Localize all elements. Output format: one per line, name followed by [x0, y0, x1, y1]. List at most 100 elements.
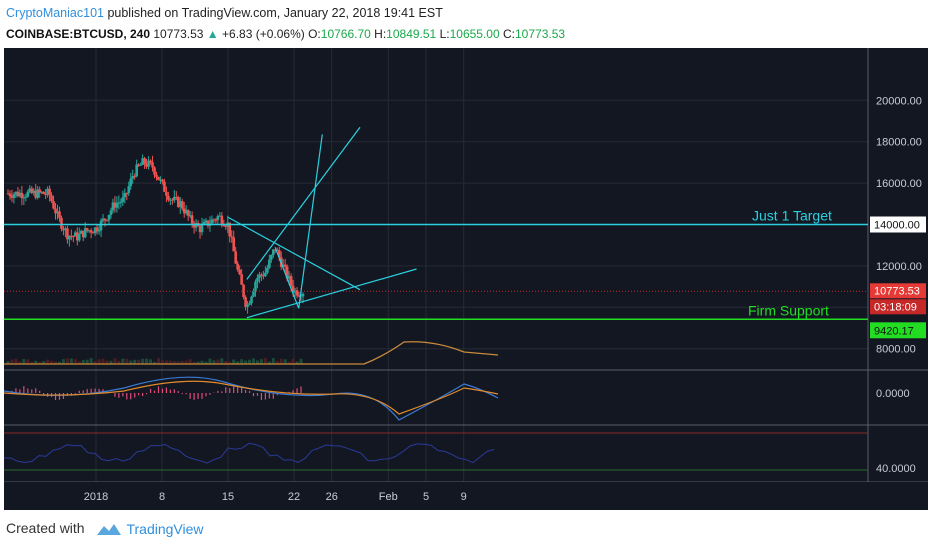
trend-lines[interactable]	[227, 126, 417, 319]
created-with-text: Created with	[6, 520, 85, 536]
trend-line	[246, 268, 417, 319]
candle-body	[153, 167, 156, 175]
close-value: 10773.53	[515, 27, 566, 41]
candle-body	[131, 176, 135, 179]
volume-bar	[38, 361, 42, 364]
tradingview-logo-icon[interactable]	[96, 521, 122, 537]
candle-body	[301, 293, 305, 297]
author-link[interactable]: CryptoManiac101	[6, 6, 104, 20]
last-price-label-bg	[870, 283, 926, 299]
candle-body	[133, 176, 137, 178]
close-label: C:	[503, 27, 515, 41]
candle-body	[220, 215, 224, 225]
candle-body	[119, 202, 123, 204]
candle-body	[20, 192, 24, 199]
candle-body	[70, 235, 73, 237]
candle-body	[62, 228, 65, 231]
volume-bar	[69, 358, 73, 364]
time-tick-label: 15	[222, 491, 234, 503]
volume-bar	[149, 359, 153, 364]
candle-body	[258, 274, 261, 278]
candle-body	[145, 164, 148, 167]
macd-tick-label: 0.0000	[876, 388, 910, 400]
candle-body	[287, 276, 291, 279]
time-tick-label: 9	[461, 491, 467, 503]
candle-body	[248, 303, 251, 305]
volume-histogram	[6, 358, 303, 364]
candle-body	[64, 228, 67, 231]
candle-body	[155, 174, 158, 177]
candle-body	[218, 215, 222, 217]
volume-bar	[89, 358, 93, 364]
candle-body	[79, 230, 83, 234]
volume-bar	[271, 358, 275, 364]
time-axis[interactable]: 2018 8 15 22 26 Feb 5 9	[4, 482, 928, 510]
candle-body	[149, 160, 152, 163]
volume-bar	[295, 361, 299, 364]
candle-body	[289, 276, 293, 286]
candle-body	[12, 194, 16, 198]
candle-body	[24, 196, 28, 198]
candle-body	[174, 196, 178, 198]
candle-body	[72, 236, 75, 238]
candle-body	[176, 197, 180, 207]
candle-body	[38, 189, 41, 193]
candle-body	[22, 197, 26, 199]
candle-body	[184, 210, 188, 214]
candle-body	[87, 230, 91, 232]
candle-body	[46, 188, 49, 195]
candle-body	[99, 220, 103, 231]
candle-body	[167, 195, 170, 200]
candle-body	[48, 188, 51, 196]
volume-bar	[156, 358, 160, 364]
candle-body	[165, 191, 168, 196]
candle-body	[214, 219, 218, 221]
tradingview-brand[interactable]: TradingView	[126, 521, 204, 538]
candle-body	[163, 181, 166, 192]
candle-body	[200, 224, 204, 233]
target-label: Just 1 Target	[752, 208, 832, 224]
low-label: L:	[439, 27, 450, 41]
volume-bar	[65, 358, 69, 364]
volume-bar	[244, 360, 248, 364]
time-tick-label: 2018	[84, 491, 108, 503]
candle-body	[103, 218, 107, 221]
candle-body	[137, 164, 140, 166]
volume-bar	[145, 358, 149, 364]
candle-body	[202, 222, 206, 225]
candle-body	[238, 269, 241, 275]
volume-bar	[97, 359, 101, 364]
price-tick-label: 16000.00	[876, 178, 922, 190]
rsi-pane	[4, 432, 868, 471]
candle-body	[10, 196, 14, 198]
volume-bar	[232, 359, 236, 364]
volume-ma	[4, 341, 499, 365]
candle-body	[224, 225, 228, 227]
candle-body	[173, 196, 176, 201]
low-value: 10655.00	[449, 27, 500, 41]
trend-line	[246, 126, 361, 280]
volume-bar	[34, 360, 38, 364]
volume-bar	[50, 360, 54, 364]
candle-body	[32, 190, 36, 193]
candle-body	[75, 232, 79, 241]
volume-bar	[54, 361, 58, 364]
horizontal-lines[interactable]: Just 1 Target Firm Support	[4, 208, 868, 321]
candle-body	[198, 226, 202, 233]
volume-bar	[42, 361, 46, 364]
candle-body	[297, 295, 301, 297]
candle-body	[234, 251, 237, 264]
candle-body	[36, 189, 39, 198]
volume-bar	[168, 360, 172, 364]
volume-bar	[291, 358, 295, 364]
volume-bar	[216, 359, 220, 364]
axis-markers: 14000.00 10773.53 03:18:09 9420.17	[870, 216, 926, 339]
support-price-label: 9420.17	[874, 325, 914, 337]
candle-body	[285, 266, 289, 279]
volume-bar	[212, 360, 216, 364]
rsi-tick-label: 40.0000	[876, 463, 916, 475]
candle-body	[91, 232, 95, 234]
footer: Created with TradingView	[6, 520, 204, 537]
candle-body	[121, 197, 125, 203]
